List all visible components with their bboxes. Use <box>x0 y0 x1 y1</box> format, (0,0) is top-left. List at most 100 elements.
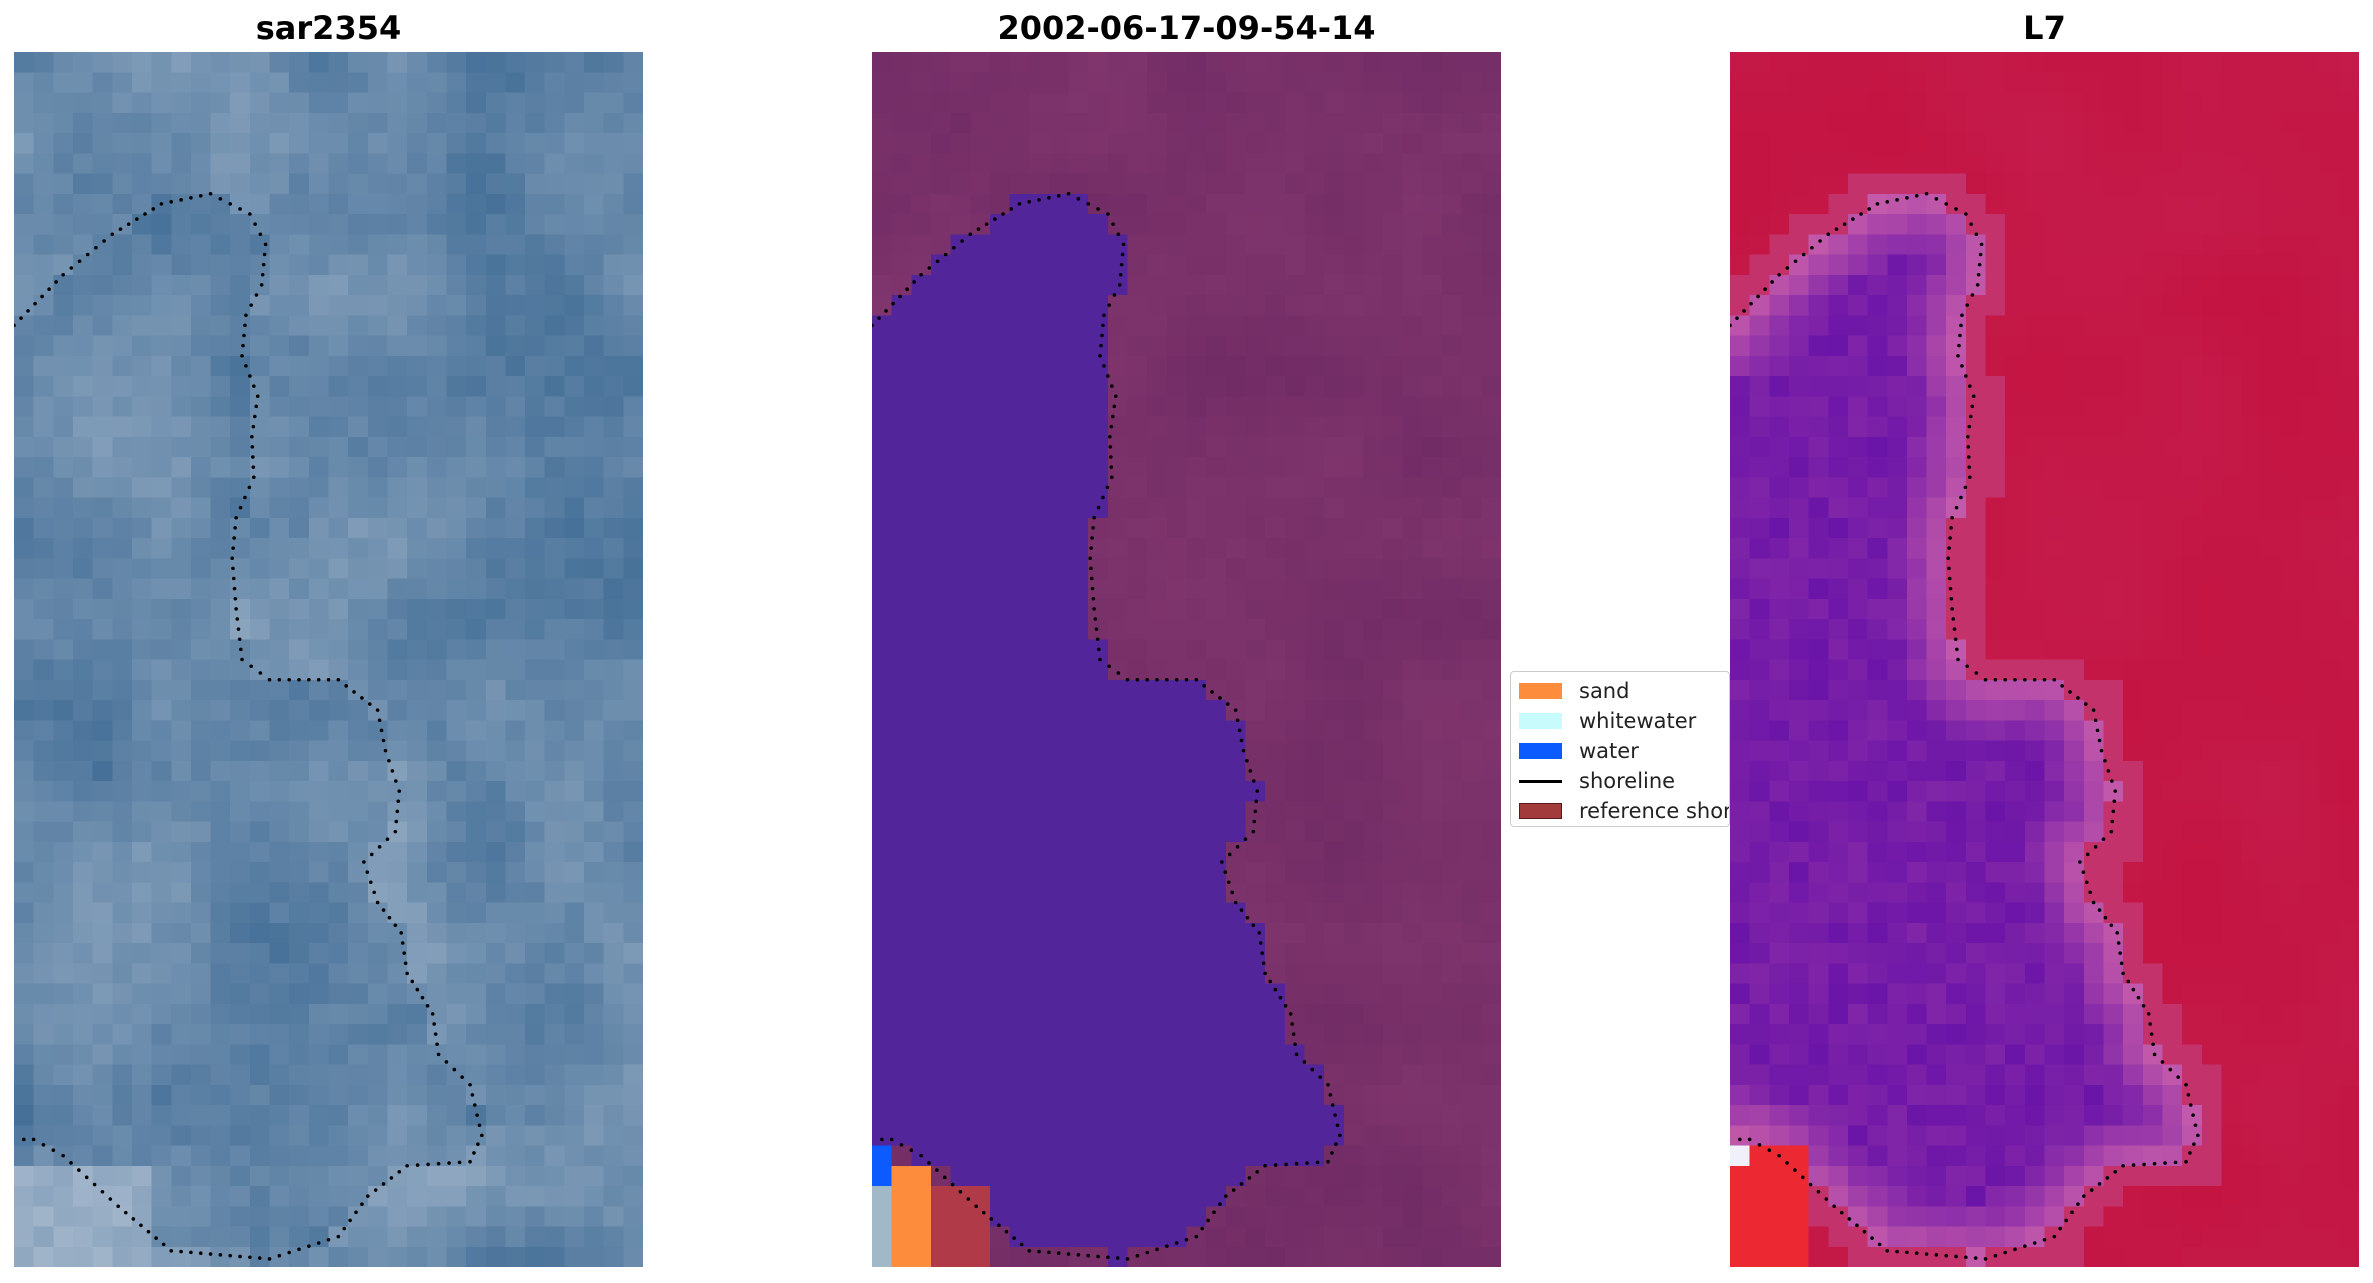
shoreline-dot <box>872 323 874 328</box>
shoreline-dot <box>241 343 245 348</box>
shoreline-dot <box>2115 931 2120 935</box>
shoreline-dot <box>1253 809 1258 814</box>
shoreline-dot <box>1993 1253 1998 1258</box>
shoreline-dot <box>1119 262 1124 267</box>
shoreline-dot <box>348 1218 352 1223</box>
shoreline-dot <box>342 1226 347 1231</box>
shoreline-dot <box>84 1175 89 1180</box>
shoreline-dot <box>2103 758 2107 763</box>
shoreline-dot <box>1241 748 1246 753</box>
shoreline-dot <box>1194 677 1199 682</box>
shoreline-dot <box>1273 987 1278 992</box>
shoreline-dot <box>1808 1182 1813 1187</box>
shoreline-dot <box>989 1217 994 1221</box>
shoreline-dot <box>326 1238 331 1242</box>
shoreline-dot <box>236 627 241 631</box>
shoreline-dot <box>1975 283 1980 287</box>
shoreline-dot <box>41 1143 46 1147</box>
shoreline-dot <box>248 212 252 216</box>
shoreline-dot <box>1212 1210 1216 1215</box>
legend-item-shoreline: shoreline <box>1511 766 1729 796</box>
legend-item-water: water <box>1511 736 1729 766</box>
shoreline-dot <box>2131 1163 2136 1167</box>
shoreline-dot <box>1965 664 1969 669</box>
shoreline-dot <box>1165 677 1169 682</box>
shoreline-dot <box>31 1137 36 1142</box>
shoreline-dot <box>2058 1226 2063 1231</box>
shoreline-dot <box>1239 1182 1244 1186</box>
shoreline-dot <box>387 915 392 920</box>
shoreline-dot <box>950 1182 955 1187</box>
shoreline-dot <box>1326 1159 1330 1164</box>
shoreline-dot <box>2109 829 2114 834</box>
shoreline-dot <box>2089 1188 2094 1192</box>
shoreline-dot <box>1953 637 1958 642</box>
shoreline-dot <box>1252 779 1256 783</box>
shoreline-dot <box>154 1236 158 1240</box>
shoreline-dot <box>1105 485 1110 490</box>
shoreline-dot <box>1263 1163 1267 1168</box>
shoreline-dot <box>935 1168 939 1172</box>
shoreline-dot <box>958 1189 963 1194</box>
shoreline-dot <box>2111 809 2116 814</box>
shoreline-dot <box>1738 1137 1742 1142</box>
shoreline-dot <box>880 1137 884 1142</box>
shoreline-dot <box>1305 1161 1309 1165</box>
shoreline-dot <box>2119 961 2124 966</box>
shoreline-dot <box>1793 259 1798 264</box>
shoreline-dot <box>1255 1170 1260 1174</box>
shoreline-dot <box>1120 252 1125 257</box>
shoreline-dot <box>1952 627 1957 631</box>
shoreline-dot <box>1288 1012 1293 1016</box>
shoreline-dot <box>1184 677 1189 682</box>
shoreline-dot <box>372 890 377 895</box>
shoreline-dot <box>2013 677 2017 682</box>
shoreline-dot <box>420 995 425 1000</box>
shoreline-dot <box>952 245 956 250</box>
shoreline-dot <box>366 1194 370 1198</box>
shoreline-dot <box>1767 1148 1772 1153</box>
shoreline-dot <box>189 1250 193 1255</box>
shoreline-dot <box>2163 1161 2167 1165</box>
shoreline-dot <box>161 1242 166 1247</box>
shoreline-dot <box>2149 1032 2154 1036</box>
shoreline-dot <box>1001 212 1005 216</box>
shoreline-dot <box>94 245 98 250</box>
shoreline-dot <box>884 309 888 313</box>
shoreline-dot <box>405 1163 409 1168</box>
shoreline-dot <box>1116 232 1121 237</box>
shoreline-dot <box>1245 915 1250 920</box>
shoreline-dot <box>118 227 123 231</box>
shoreline-dot <box>2126 979 2131 984</box>
shoreline-dot <box>1097 647 1101 652</box>
shoreline-dot <box>1092 515 1096 520</box>
shoreline-dot <box>54 280 58 284</box>
shoreline-dot <box>1200 1226 1205 1231</box>
shoreline-dot <box>436 1052 441 1057</box>
shoreline-dot <box>1956 353 1960 358</box>
shoreline-dot <box>2023 1244 2027 1248</box>
shoreline-dot <box>1842 222 1847 226</box>
shoreline-dot <box>1047 196 1051 200</box>
shoreline-dot <box>2068 690 2072 694</box>
shoreline-dot <box>1056 193 1061 198</box>
shoreline-dot <box>891 301 895 306</box>
shoreline-dot <box>198 1251 203 1256</box>
rgb-image <box>14 52 643 1267</box>
shoreline-dot <box>1145 1250 1149 1255</box>
shoreline-dot <box>460 1075 464 1079</box>
shoreline-dot <box>997 1223 1001 1228</box>
shoreline-dot <box>1184 1238 1189 1242</box>
shoreline-dot <box>2106 769 2111 773</box>
shoreline-dot <box>231 546 235 550</box>
shoreline-dot <box>1106 1255 1110 1260</box>
shoreline-dot <box>400 941 405 945</box>
shoreline-dot <box>1851 217 1855 221</box>
shoreline-dot <box>108 1197 113 1201</box>
shoreline-dot <box>2109 923 2114 928</box>
shoreline-dot <box>1165 1244 1169 1248</box>
shoreline-dot <box>1101 495 1105 500</box>
shoreline-dot <box>1076 1253 1081 1257</box>
shoreline-dot <box>208 191 213 196</box>
shoreline-dot <box>1905 196 1909 200</box>
